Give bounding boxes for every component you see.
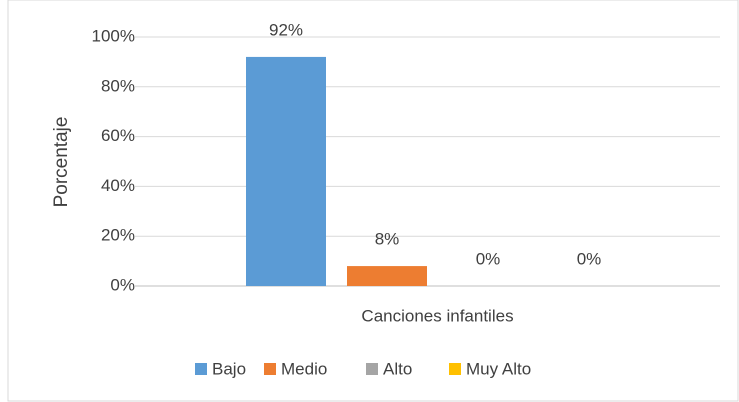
y-tick-label: 80% [101,76,135,95]
data-label: 0% [476,249,501,268]
legend-swatch [449,363,461,375]
legend-swatch [366,363,378,375]
legend-label: Medio [281,359,327,378]
y-axis-title: Porcentaje [51,117,72,208]
bar [347,266,427,286]
legend-label: Alto [383,359,412,378]
data-label: 92% [269,20,303,39]
chart-border [7,0,739,402]
y-tick-label: 60% [101,126,135,145]
legend-swatch [264,363,276,375]
data-label: 8% [375,230,400,249]
legend-label: Muy Alto [466,359,531,378]
y-tick-label: 40% [101,176,135,195]
legend-label: Bajo [212,359,246,378]
y-tick-label: 0% [110,275,135,294]
data-label: 0% [577,249,602,268]
x-tick-label: Canciones infantiles [361,306,513,325]
legend-swatch [195,363,207,375]
y-tick-label: 100% [92,26,135,45]
y-tick-label: 20% [101,226,135,245]
bar [246,56,326,286]
